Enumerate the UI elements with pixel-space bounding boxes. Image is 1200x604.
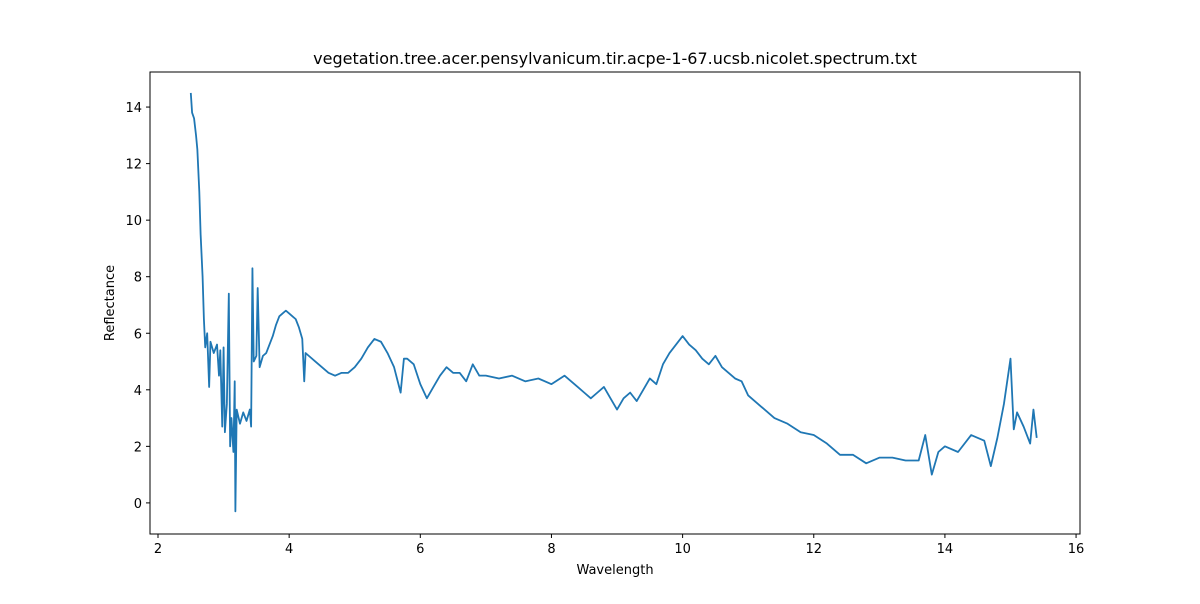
y-tick-label: 0 (134, 497, 142, 512)
x-tick-label: 4 (285, 542, 293, 557)
y-axis-label: Reflectance (103, 265, 118, 341)
x-tick-label: 6 (416, 542, 424, 557)
chart-title: vegetation.tree.acer.pensylvanicum.tir.a… (313, 49, 917, 68)
y-tick-label: 14 (125, 101, 142, 116)
x-tick-label: 10 (674, 542, 691, 557)
x-tick-label: 8 (547, 542, 555, 557)
spectrum-line (189, 92, 1038, 513)
y-tick-label: 6 (134, 327, 142, 342)
plot-frame (149, 71, 1081, 535)
x-tick-label: 16 (1068, 542, 1085, 557)
x-tick-label: 14 (937, 542, 954, 557)
x-axis-label: Wavelength (576, 563, 653, 578)
x-tick-label: 12 (805, 542, 822, 557)
x-tick-label: 2 (154, 542, 162, 557)
y-tick-label: 10 (125, 214, 142, 229)
y-tick-label: 2 (134, 440, 142, 455)
y-tick-label: 12 (125, 158, 142, 173)
y-tick-label: 8 (134, 271, 142, 286)
y-tick-label: 4 (134, 384, 142, 399)
